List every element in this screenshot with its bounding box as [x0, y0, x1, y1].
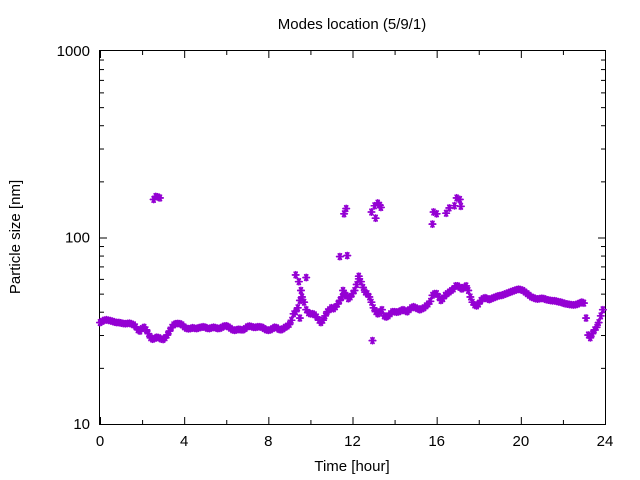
data-point: [586, 333, 595, 342]
data-point: [356, 277, 365, 286]
data-point: [426, 297, 435, 306]
data-point: [432, 209, 441, 218]
data-point: [285, 320, 294, 329]
x-tick-label: 12: [344, 433, 361, 450]
data-point: [367, 298, 376, 307]
data-point: [335, 252, 344, 261]
x-tick-label: 24: [597, 433, 614, 450]
data-point: [342, 204, 351, 213]
data-point: [455, 195, 464, 204]
data-point: [579, 299, 588, 308]
data-point: [300, 298, 309, 307]
data-point: [350, 286, 359, 295]
data-point: [411, 303, 420, 312]
y-axis-label: Particle size [nm]: [7, 180, 24, 294]
x-tick-label: 16: [428, 433, 445, 450]
data-point: [291, 270, 300, 279]
data-point: [367, 208, 376, 217]
y-tick-label: 1000: [57, 43, 90, 60]
data-point: [321, 311, 330, 320]
data-point: [365, 292, 374, 301]
x-axis-label: Time [hour]: [314, 458, 389, 475]
x-tick-label: 8: [264, 433, 272, 450]
data-point: [296, 286, 305, 295]
data-point: [371, 214, 380, 223]
data-point: [594, 318, 603, 327]
data-point: [293, 303, 302, 312]
data-point: [464, 286, 473, 295]
y-axis: 10 100 1000: [57, 43, 605, 433]
data-point: [287, 316, 296, 325]
plot-frame: [99, 50, 606, 425]
data-point: [376, 203, 385, 212]
data-point: [466, 292, 475, 301]
data-point: [456, 202, 465, 211]
chart-title: Modes location (5/9/1): [278, 16, 426, 33]
data-point: [343, 251, 352, 260]
y-tick-label: 100: [65, 230, 90, 247]
data-point: [155, 193, 164, 202]
data-point: [598, 305, 607, 314]
data-point: [377, 305, 386, 314]
data-point: [354, 272, 363, 281]
x-axis: 0 4 8 12 16 20 24: [96, 51, 614, 450]
data-point: [596, 311, 605, 320]
data-point: [368, 336, 377, 345]
data-point: [428, 220, 437, 229]
data-point: [445, 203, 454, 212]
data-point: [339, 286, 348, 295]
y-tick-label: 10: [73, 416, 90, 433]
data-point: [450, 201, 459, 210]
data-points: [96, 192, 607, 345]
x-tick-label: 4: [180, 433, 188, 450]
x-tick-label: 0: [96, 433, 104, 450]
data-point: [582, 314, 591, 323]
data-point: [294, 277, 303, 286]
data-point: [442, 209, 451, 218]
data-point: [295, 314, 304, 323]
x-tick-label: 20: [512, 433, 529, 450]
data-point: [302, 273, 311, 282]
